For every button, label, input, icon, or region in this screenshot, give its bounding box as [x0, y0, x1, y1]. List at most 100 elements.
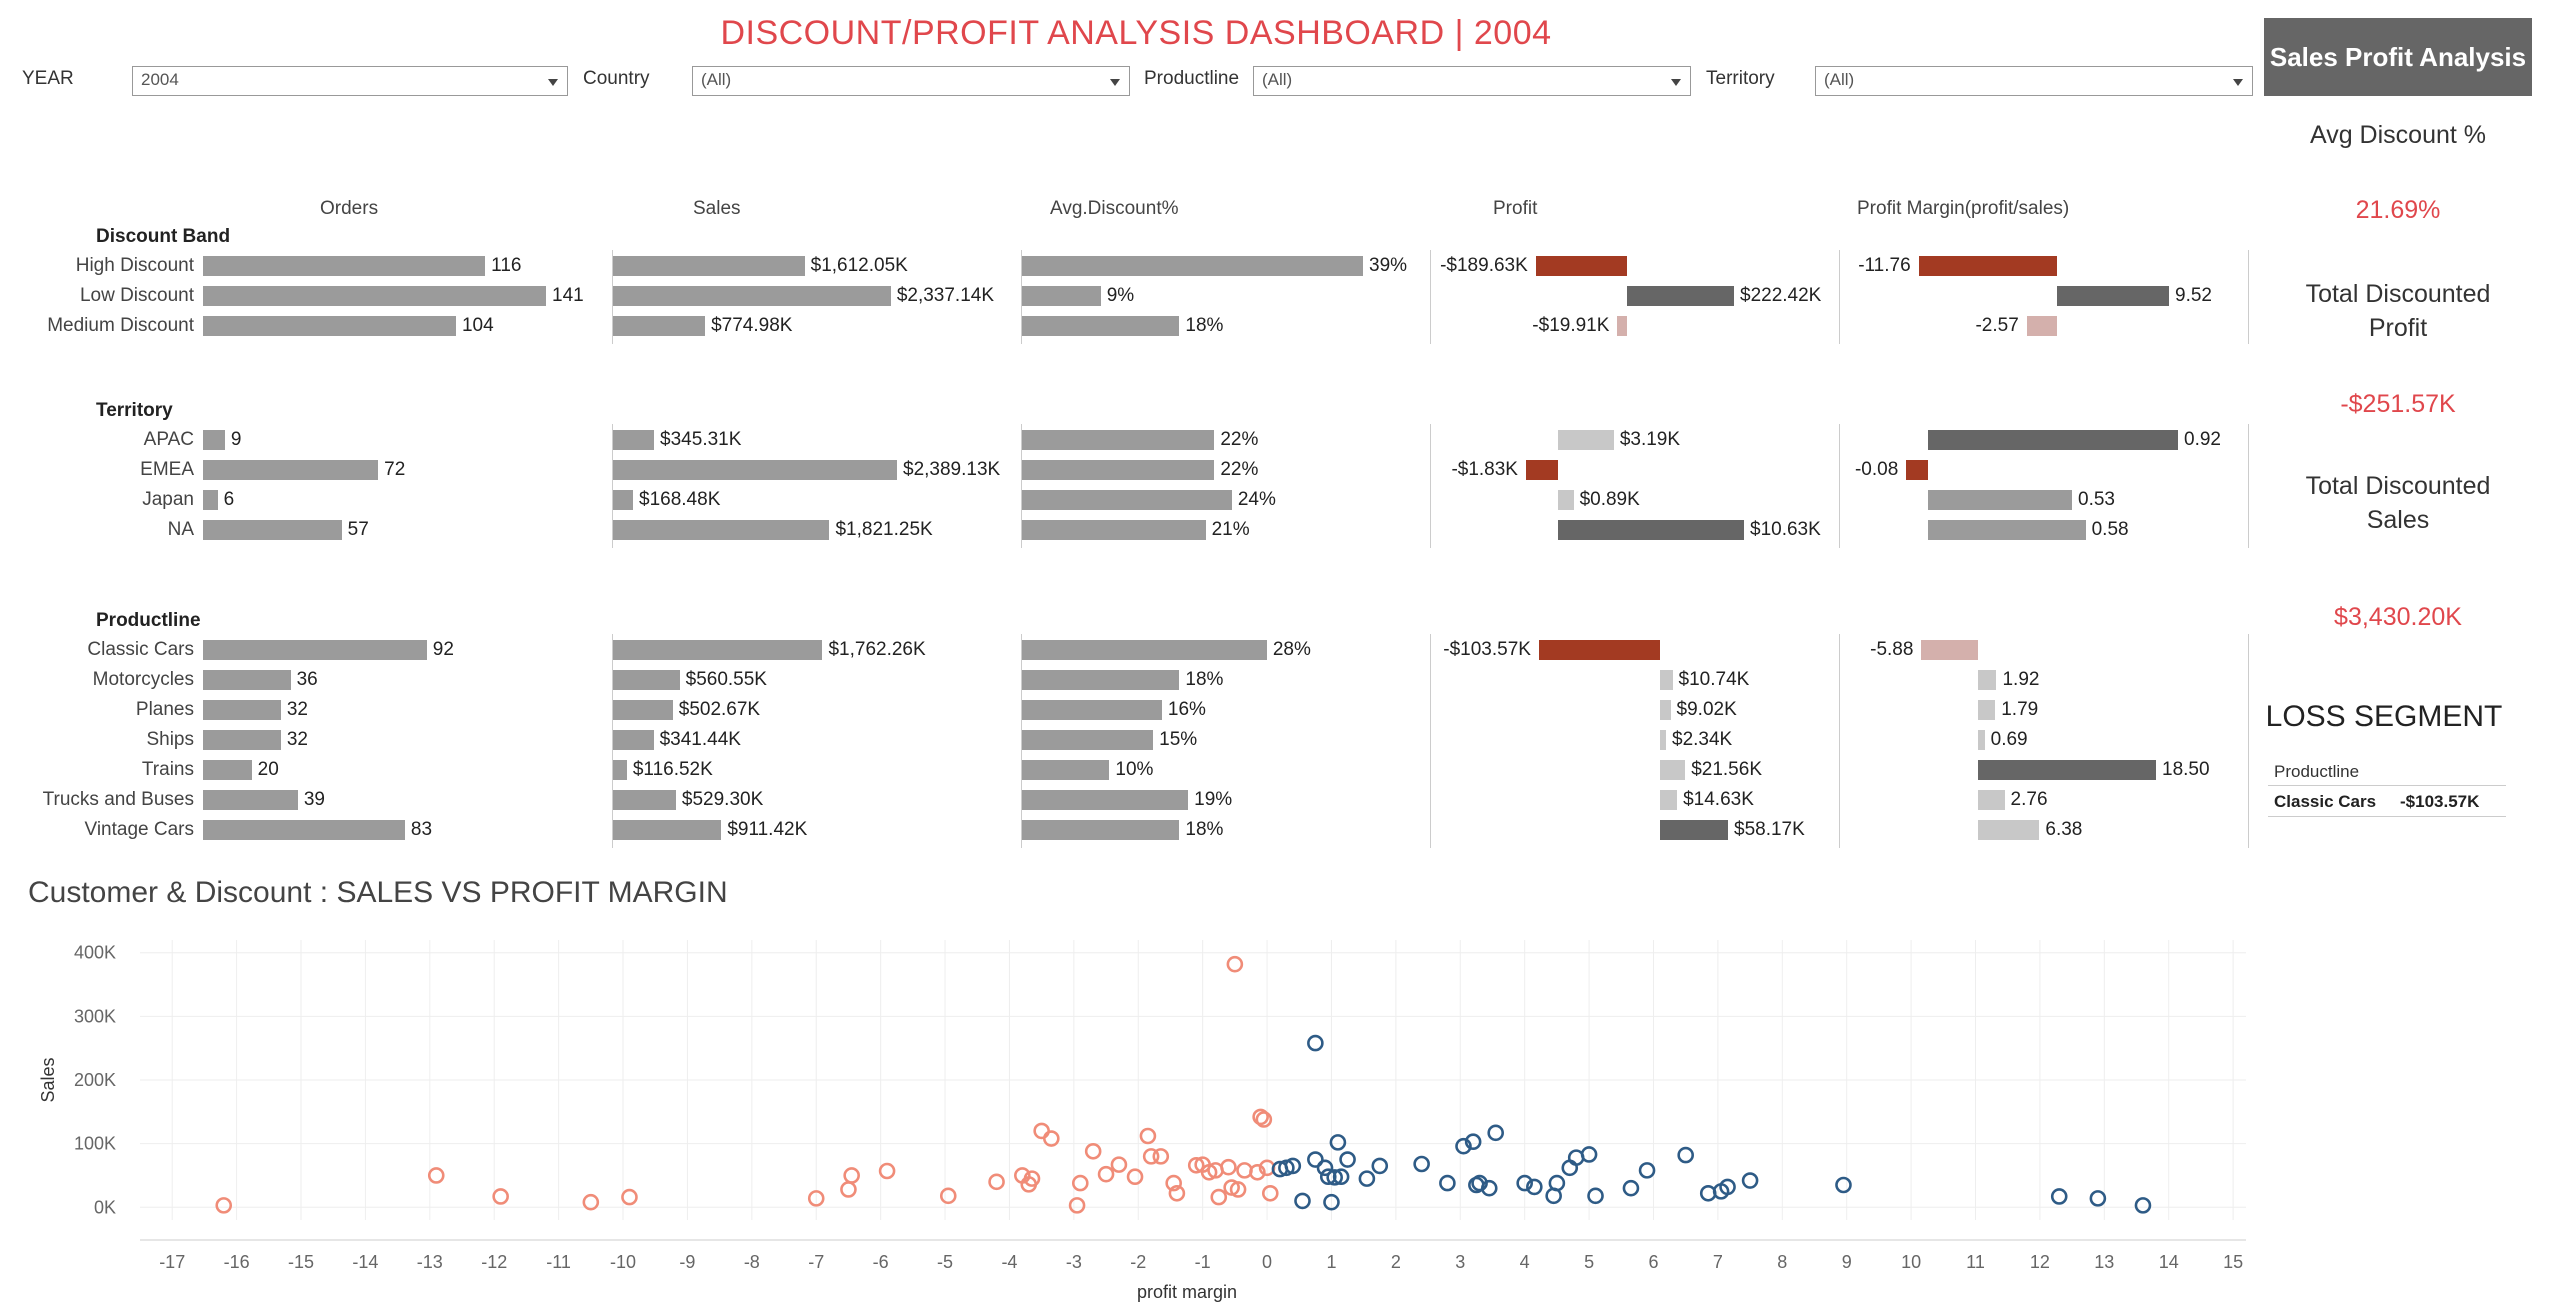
x-tick-label: -9: [679, 1252, 695, 1272]
margin-value: -2.57: [1975, 315, 2019, 336]
x-tick-label: 0: [1262, 1252, 1272, 1272]
row-label-classic-cars: Classic Cars: [87, 639, 194, 660]
profit-bar: [1660, 730, 1666, 750]
scatter-point: [1249, 1163, 1266, 1181]
profit-value: $10.74K: [1678, 669, 1750, 690]
orders-value: 20: [257, 759, 279, 780]
sales-bar: [613, 670, 680, 690]
x-tick-label: 6: [1648, 1252, 1658, 1272]
orders-bar: [203, 670, 291, 690]
orders-value: 39: [303, 789, 325, 810]
scatter-point: [1110, 1156, 1128, 1173]
margin-bar: [1921, 640, 1978, 660]
x-tick-label: -4: [1001, 1252, 1017, 1272]
scatter-point: [1187, 1156, 1205, 1174]
x-tick-label: 12: [2030, 1252, 2050, 1272]
x-tick-label: -13: [417, 1252, 443, 1272]
x-tick-label: -10: [610, 1252, 636, 1272]
x-tick-label: -5: [937, 1252, 953, 1272]
scatter-point: [1526, 1178, 1543, 1196]
sales-value: $2,389.13K: [903, 459, 1001, 480]
profit-bar: [1558, 430, 1614, 450]
column-divider: [1430, 424, 1431, 548]
scatter-point: [1152, 1148, 1170, 1165]
sales-bar: [613, 820, 722, 840]
chevron-down-icon: [1110, 79, 1120, 86]
discount-bar: [1022, 670, 1180, 690]
filter-country-value: (All): [701, 70, 732, 89]
column-divider: [1021, 634, 1022, 848]
chevron-down-icon: [1671, 79, 1681, 86]
column-divider: [1430, 250, 1431, 344]
margin-bar: [1928, 520, 2086, 540]
scatter-point: [1326, 1169, 1343, 1186]
profit-value: $9.02K: [1676, 699, 1737, 720]
sales-bar: [613, 460, 897, 480]
margin-value: -5.88: [1870, 639, 1914, 660]
margin-value: -0.08: [1854, 459, 1899, 480]
scatter-point: [2134, 1197, 2152, 1214]
discount-bar: [1022, 460, 1215, 480]
sales-profit-analysis-button[interactable]: Sales Profit Analysis: [2264, 18, 2532, 96]
margin-bar: [1978, 700, 1996, 720]
margin-value: 2.76: [2010, 789, 2048, 810]
scatter-point: [1229, 1181, 1247, 1198]
sales-value: $1,762.26K: [828, 639, 926, 660]
orders-value: 32: [286, 699, 308, 720]
orders-bar: [203, 760, 252, 780]
discount-value: 24%: [1237, 489, 1276, 510]
orders-bar: [203, 520, 342, 540]
margin-value: 0.69: [1990, 729, 2028, 750]
filter-productline-select[interactable]: (All): [1253, 66, 1691, 96]
scatter-chart: -17 -16 -15 -14 -13 -12 -11 -10 -9 -8 -7 -6 -5 -4 -3 -2…: [38, 940, 2246, 1302]
row-label-emea: EMEA: [140, 459, 194, 480]
sales-bar: [613, 286, 891, 306]
discount-bar: [1022, 820, 1180, 840]
x-tick-label: -11: [546, 1252, 571, 1272]
scatter-point: [621, 1188, 638, 1206]
scatter-point: [1622, 1179, 1640, 1197]
kpi-total-sales-value: $3,430.20K: [2334, 603, 2462, 631]
column-divider: [2248, 424, 2249, 548]
scatter-point: [1516, 1174, 1533, 1192]
discount-bar: [1022, 730, 1154, 750]
scatter-point: [1252, 1108, 1269, 1126]
profit-bar: [1535, 256, 1627, 276]
dashboard-title: DISCOUNT/PROFIT ANALYSIS DASHBOARD | 200…: [720, 14, 1552, 52]
column-header-sales: Sales: [693, 198, 741, 219]
orders-value: 116: [491, 255, 522, 276]
margin-value: 0.53: [2078, 489, 2115, 510]
scatter-point: [1226, 955, 1244, 973]
profit-bar: [1558, 490, 1574, 510]
orders-value: 104: [461, 315, 494, 336]
orders-bar: [203, 790, 298, 810]
sales-bar: [613, 700, 673, 720]
column-divider: [612, 634, 613, 848]
margin-value: 1.92: [2002, 669, 2040, 690]
discount-bar: [1022, 490, 1232, 510]
x-tick-label: -16: [224, 1252, 250, 1272]
column-header-profit-margin: Profit Margin(profit/sales): [1857, 198, 2070, 219]
scatter-point: [2050, 1188, 2068, 1205]
profit-value: $3.19K: [1619, 429, 1681, 450]
margin-value: 9.52: [2175, 285, 2212, 306]
filter-country-select[interactable]: (All): [692, 66, 1130, 96]
x-tick-label: -1: [1195, 1252, 1211, 1272]
row-label-planes: Planes: [135, 699, 194, 720]
x-axis-title: profit margin: [1137, 1282, 1237, 1302]
filter-year-select[interactable]: 2004: [132, 66, 568, 96]
row-label-na: NA: [167, 519, 194, 540]
filter-territory-select[interactable]: (All): [1815, 66, 2253, 96]
profit-bar: [1617, 316, 1627, 336]
discount-bar: [1022, 640, 1267, 660]
profit-value: -$1.83K: [1451, 459, 1518, 480]
x-tick-label: -2: [1130, 1252, 1146, 1272]
kpi-avg-discount-label: Avg Discount %: [2309, 121, 2486, 149]
discount-value: 21%: [1211, 519, 1250, 540]
column-divider: [1839, 250, 1840, 344]
sales-value: $1,821.25K: [835, 519, 933, 540]
kpi-total-profit-label: Total Discounted Profit: [2305, 280, 2491, 342]
orders-bar: [203, 730, 281, 750]
column-divider: [1430, 634, 1431, 848]
scatter-point: [1464, 1133, 1482, 1151]
